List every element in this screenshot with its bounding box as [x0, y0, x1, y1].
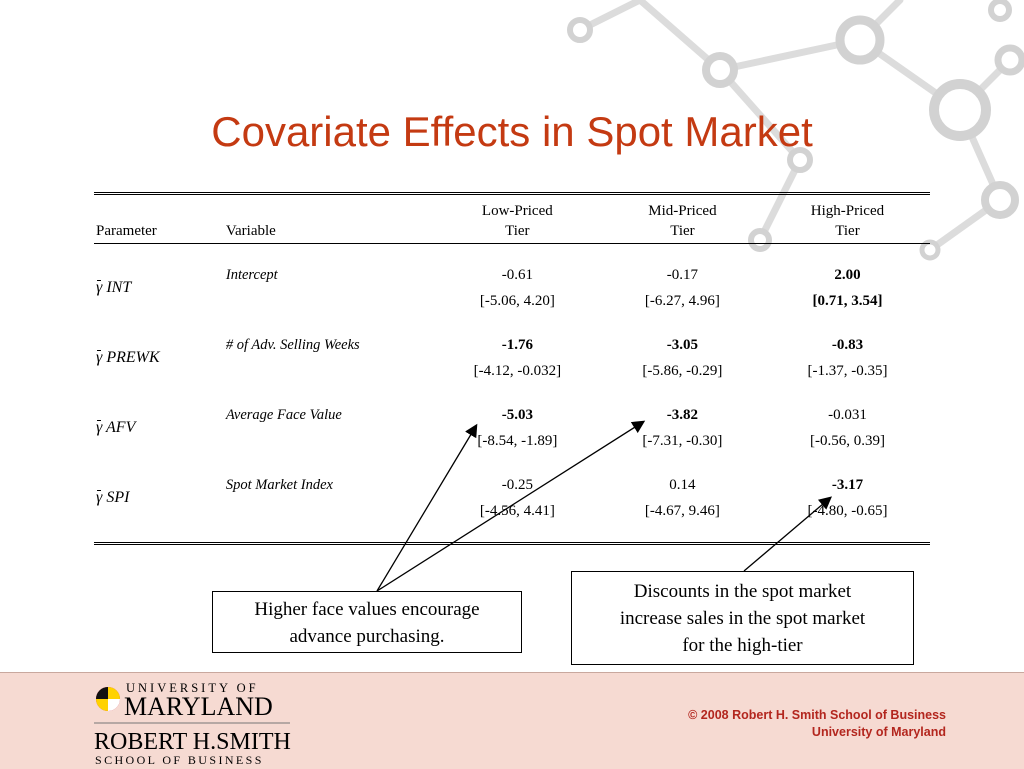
interval-mid: [-4.67, 9.46] [644, 502, 720, 519]
estimate-high: -0.83 [831, 336, 864, 353]
header-high-tier-line2: Tier [835, 223, 860, 239]
interval-low: [-8.54, -1.89] [477, 432, 558, 449]
logo-maryland: MARYLAND [124, 692, 273, 721]
estimate-mid: 0.14 [669, 476, 696, 493]
logo-robert-h-smith: ROBERT H.SMITH [94, 729, 291, 755]
header-high-tier-line1: High-Priced [810, 203, 885, 219]
param-subscript: SPI [106, 489, 130, 506]
estimate-mid: -0.17 [666, 266, 699, 283]
param-prewk: γ PREWK [94, 332, 224, 384]
table-row-afv: γ AFV Average Face Value -5.03 -3.82 -0.… [94, 402, 930, 437]
header-low-tier: Low-Priced Tier [434, 192, 600, 244]
logo-university: UNIVERSITY OF [126, 681, 259, 695]
covariate-effects-table: Parameter Variable Low-Priced Tier Mid-Pr… [94, 192, 930, 545]
interval-low: [-4.12, -0.032] [473, 362, 562, 379]
param-int: γ INT [94, 262, 224, 314]
estimate-low: -5.03 [501, 406, 533, 423]
umd-smith-logo: UNIVERSITY OF MARYLAND ROBERT H.SMITH SC… [94, 681, 291, 765]
callout-right-line3: for the high-tier [682, 635, 803, 656]
estimate-low: -0.25 [501, 476, 533, 493]
header-parameter: Parameter [94, 192, 224, 244]
header-variable: Variable [223, 192, 435, 244]
interval-high: [0.71, 3.54] [812, 292, 883, 309]
spacer-row [94, 244, 930, 263]
estimate-high: -0.031 [828, 406, 867, 423]
header-low-tier-line1: Low-Priced [481, 203, 553, 219]
param-afv: γ AFV [94, 402, 224, 454]
callout-spot-discounts: Discounts in the spot market increase sa… [571, 571, 914, 665]
table-row-int-ci: [-5.06, 4.20] [-6.27, 4.96] [0.71, 3.54] [94, 288, 930, 314]
spacer-row [94, 454, 930, 472]
slide-title: Covariate Effects in Spot Market [211, 108, 813, 155]
molecule-decoration [567, 0, 1024, 261]
footer-bar: UNIVERSITY OF MARYLAND ROBERT H.SMITH SC… [0, 672, 1024, 769]
interval-mid: [-6.27, 4.96] [644, 292, 720, 309]
gamma-bar-symbol: γ [96, 419, 103, 436]
copyright-notice: © 2008 Robert H. Smith School of Busines… [688, 707, 946, 741]
estimate-high: 2.00 [834, 266, 861, 283]
spacer-row [94, 524, 930, 545]
callout-face-values: Higher face values encourage advance pur… [212, 591, 522, 653]
header-low-tier-line2: Tier [505, 223, 530, 239]
logo-school-of-business: SCHOOL OF BUSINESS [95, 753, 264, 765]
variable-name: Average Face Value [225, 406, 342, 423]
table-header-row: Parameter Variable Low-Priced Tier Mid-Pr… [94, 192, 930, 244]
spacer-row [94, 314, 930, 332]
estimate-low: -0.61 [501, 266, 533, 283]
param-subscript: INT [106, 279, 132, 296]
header-mid-tier: Mid-Priced Tier [599, 192, 765, 244]
callout-right-line2: increase sales in the spot market [619, 608, 866, 629]
variable-name: # of Adv. Selling Weeks [225, 336, 360, 353]
callout-right-line1: Discounts in the spot market [633, 581, 852, 602]
header-mid-tier-line2: Tier [670, 223, 695, 239]
estimate-low: -1.76 [501, 336, 533, 353]
gamma-bar-symbol: γ [96, 279, 103, 296]
interval-low: [-5.06, 4.20] [479, 292, 555, 309]
estimate-mid: -3.05 [666, 336, 699, 353]
param-subscript: PREWK [106, 349, 160, 366]
maryland-flag-icon [96, 687, 120, 711]
variable-name: Spot Market Index [225, 476, 333, 493]
gamma-bar-symbol: γ [96, 349, 103, 366]
interval-high: [-4.80, -0.65] [807, 502, 888, 519]
header-mid-tier-line1: Mid-Priced [648, 203, 717, 219]
table-row-prewk-ci: [-4.12, -0.032] [-5.86, -0.29] [-1.37, -… [94, 358, 930, 384]
header-high-tier: High-Priced Tier [764, 192, 930, 244]
table-row-prewk: γ PREWK # of Adv. Selling Weeks -1.76 -3… [94, 332, 930, 367]
copyright-line1: © 2008 Robert H. Smith School of Busines… [688, 708, 946, 722]
table-row-spi: γ SPI Spot Market Index -0.25 0.14 -3.17 [94, 472, 930, 507]
callout-left-line1: Higher face values encourage [254, 599, 480, 620]
callout-left-line2: advance purchasing. [289, 626, 445, 647]
copyright-line2: University of Maryland [811, 725, 946, 739]
interval-mid: [-5.86, -0.29] [642, 362, 723, 379]
gamma-bar-symbol: γ [96, 489, 103, 506]
spacer-row [94, 384, 930, 402]
interval-mid: [-7.31, -0.30] [642, 432, 723, 449]
interval-low: [-4.56, 4.41] [479, 502, 555, 519]
variable-name: Intercept [225, 266, 278, 283]
interval-high: [-1.37, -0.35] [807, 362, 888, 379]
interval-high: [-0.56, 0.39] [809, 432, 885, 449]
param-spi: γ SPI [94, 472, 224, 524]
estimate-high: -3.17 [831, 476, 864, 493]
table-row-int: γ INT Intercept -0.61 -0.17 2.00 [94, 262, 930, 297]
estimate-mid: -3.82 [666, 406, 699, 423]
param-subscript: AFV [106, 419, 136, 436]
